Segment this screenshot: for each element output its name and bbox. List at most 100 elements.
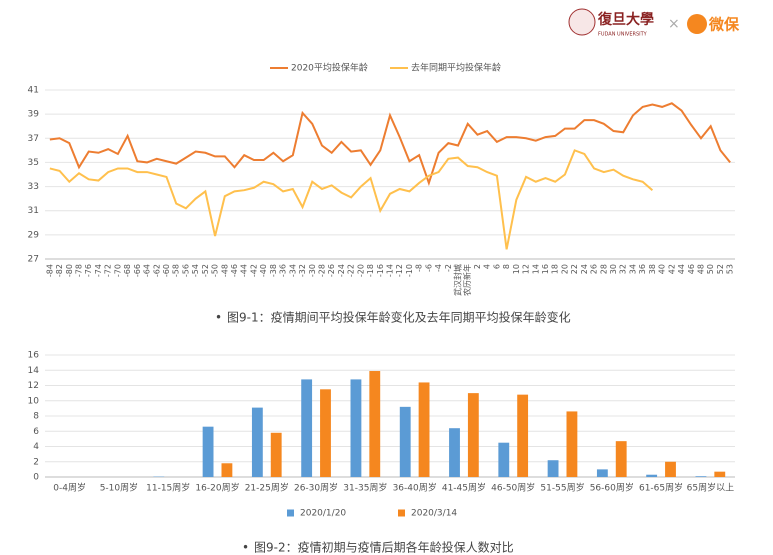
x-tick-label: -32 bbox=[298, 264, 307, 277]
bar bbox=[714, 471, 726, 477]
x-tick-label: -72 bbox=[104, 264, 113, 277]
x-tick-label: 24 bbox=[580, 264, 589, 274]
x-tick-label: -68 bbox=[123, 264, 132, 277]
x-tick-label: -12 bbox=[395, 264, 404, 277]
caption: 图9-1：疫情期间平均投保年龄变化及去年同期平均投保年龄变化 bbox=[227, 310, 571, 325]
x-tick-label: 22 bbox=[570, 264, 579, 274]
bar bbox=[467, 393, 479, 477]
x-tick-label: -50 bbox=[211, 264, 220, 277]
line bbox=[49, 149, 654, 250]
x-tick-label: 4 bbox=[483, 264, 492, 269]
x-tick-label: -26 bbox=[327, 264, 336, 277]
legend-label: 2020/1/20 bbox=[300, 509, 346, 519]
bar bbox=[301, 379, 313, 477]
x-tick-label: -14 bbox=[386, 264, 395, 277]
logo-text: 復旦大學 bbox=[597, 11, 654, 28]
x-tick-label: -18 bbox=[366, 264, 375, 277]
x-tick-label: 38 bbox=[648, 264, 657, 274]
y-tick-label: 39 bbox=[28, 110, 40, 120]
x-tick-label: -60 bbox=[162, 264, 171, 277]
x-tick-label: -8 bbox=[415, 264, 424, 272]
x-tick-label: 34 bbox=[628, 264, 637, 274]
y-tick-label: 6 bbox=[33, 427, 39, 437]
x-tick-label: -30 bbox=[308, 264, 317, 277]
bar bbox=[449, 428, 460, 477]
x-tick-label: -36 bbox=[279, 264, 288, 277]
x-tick-label: -70 bbox=[113, 264, 122, 277]
x-tick-label: -56 bbox=[181, 264, 190, 277]
x-tick-label: -28 bbox=[317, 264, 326, 277]
bar bbox=[517, 394, 529, 477]
y-tick-label: 37 bbox=[28, 134, 39, 144]
x-tick-label: 46 bbox=[687, 264, 696, 274]
y-tick-label: 4 bbox=[33, 442, 39, 452]
x-tick-label: -10 bbox=[405, 264, 414, 277]
x-tick-label: -24 bbox=[337, 264, 346, 277]
bar bbox=[498, 442, 510, 477]
caption-bullet: • bbox=[242, 541, 249, 555]
x-tick-label: -58 bbox=[172, 264, 181, 277]
x-tick-label: 11-15周岁 bbox=[146, 482, 190, 494]
x-tick-label: -2 bbox=[444, 264, 453, 272]
x-tick-label: 48 bbox=[696, 264, 705, 274]
x-tick-label: 2 bbox=[473, 264, 482, 269]
x-tick-label: 10 bbox=[512, 264, 521, 274]
y-tick-label: 41 bbox=[28, 86, 39, 96]
bar bbox=[547, 460, 559, 477]
fudan-emblem bbox=[568, 8, 596, 36]
x-tick-label: 16 bbox=[541, 264, 550, 274]
x-tick-label: 50 bbox=[706, 264, 715, 274]
logo-text: 微保 bbox=[708, 16, 740, 34]
x-tick-label: 农历新年 bbox=[462, 264, 472, 296]
x-tick-label: -82 bbox=[55, 264, 64, 277]
bar bbox=[665, 461, 676, 477]
x-tick-label: 51-55周岁 bbox=[540, 482, 584, 494]
bar bbox=[369, 371, 381, 477]
y-tick-label: 2 bbox=[33, 457, 39, 467]
x-tick-label: -78 bbox=[75, 264, 84, 277]
bar bbox=[251, 407, 263, 477]
x-tick-label: 26 bbox=[590, 264, 599, 274]
x-tick-label: 41-45周岁 bbox=[442, 482, 486, 494]
bar bbox=[202, 426, 214, 477]
x-tick-label: -54 bbox=[191, 264, 200, 277]
x-tick-label: -84 bbox=[45, 264, 54, 277]
y-tick-label: 27 bbox=[28, 255, 39, 265]
bar bbox=[596, 469, 608, 477]
legend-swatch bbox=[398, 509, 405, 517]
bar bbox=[270, 432, 282, 477]
caption: 图9-2：疫情初期与疫情后期各年龄投保人数对比 bbox=[254, 540, 514, 555]
x-tick-label: 6 bbox=[492, 264, 501, 269]
legend-label: 去年同期平均投保年龄 bbox=[411, 62, 501, 74]
x-tick-label: -64 bbox=[143, 264, 152, 277]
x-tick-label: -52 bbox=[201, 264, 210, 277]
y-tick-label: 0 bbox=[33, 473, 39, 483]
x-tick-label: -34 bbox=[288, 264, 297, 277]
x-tick-label: 14 bbox=[531, 264, 540, 274]
x-tick-label: -42 bbox=[249, 264, 258, 277]
x-tick-label: 36 bbox=[638, 264, 647, 274]
x-tick-label: 40 bbox=[658, 264, 667, 274]
x-tick-label: -38 bbox=[269, 264, 278, 277]
x-tick-label: 16-20周岁 bbox=[195, 482, 239, 494]
x-tick-label: -6 bbox=[424, 264, 433, 272]
x-tick-label: -20 bbox=[356, 264, 365, 277]
x-tick-label: 12 bbox=[522, 264, 531, 274]
x-tick-label: 42 bbox=[667, 264, 676, 274]
x-tick-label: 20 bbox=[560, 264, 569, 274]
y-tick-label: 29 bbox=[28, 230, 40, 240]
bar bbox=[399, 406, 411, 477]
x-tick-label: 52 bbox=[716, 264, 725, 274]
x-tick-label: 21-25周岁 bbox=[245, 482, 289, 494]
x-tick-label: -66 bbox=[133, 264, 142, 277]
x-tick-label: 28 bbox=[599, 264, 608, 274]
x-tick-label: -74 bbox=[94, 264, 103, 277]
legend-label: 2020/3/14 bbox=[411, 509, 457, 519]
x-tick-label: 18 bbox=[551, 264, 560, 274]
bar bbox=[350, 379, 362, 477]
partner-icon bbox=[687, 14, 707, 34]
bar bbox=[221, 463, 233, 477]
x-tick-label: 32 bbox=[619, 264, 628, 274]
x-tick-label: 65周岁以上 bbox=[687, 482, 734, 494]
